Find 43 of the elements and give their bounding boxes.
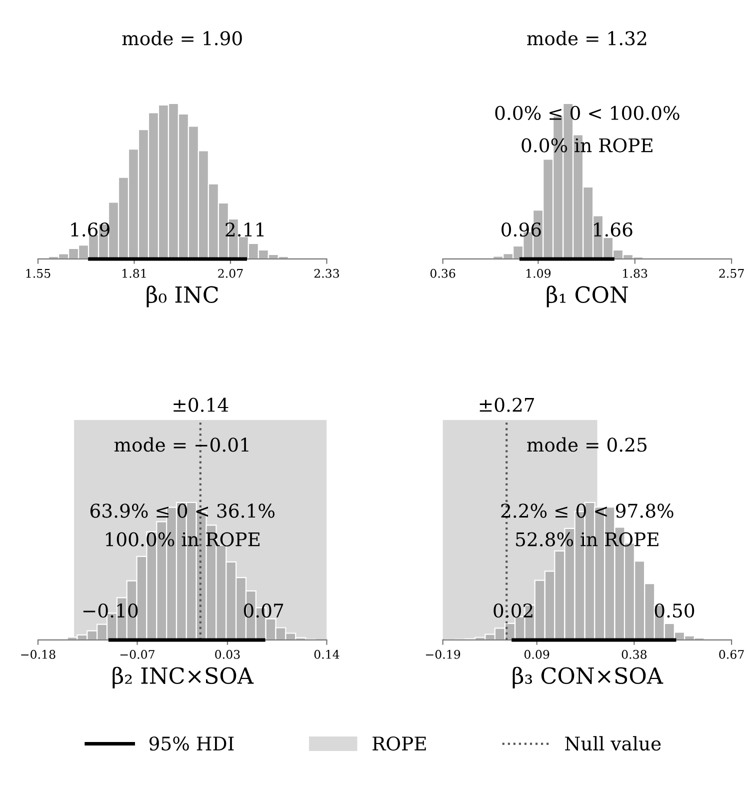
annotation: 100.0% in ROPE [106, 532, 260, 546]
annotation: 1.69 [71, 222, 110, 237]
annotation: 0.96 [502, 222, 541, 237]
x-tick-label: 0.38 [622, 650, 647, 659]
text: mode = 1.90 [122, 30, 242, 46]
annotation: 0.0% in ROPE [522, 138, 652, 152]
x-tick-label: 2.07 [218, 268, 243, 278]
x-axis-title: β₂ INC×SOA [112, 666, 254, 688]
legend-label: Null value [565, 736, 661, 751]
x-tick-label: 0.67 [719, 650, 744, 659]
annotation: 2.2% ≤ 0 < 97.8% [501, 504, 674, 518]
x-tick-label: 0.14 [314, 650, 340, 659]
x-axis-title: β₀ INC [146, 286, 218, 308]
x-tick-label: 1.09 [526, 268, 551, 278]
text: mode = −0.01 [114, 437, 248, 452]
x-tick-label: −0.19 [426, 650, 460, 659]
annotation: 0.0% ≤ 0 < 100.0% [495, 106, 680, 120]
text: mode = 0.25 [527, 437, 647, 452]
annotation: 1.66 [594, 222, 632, 237]
x-tick-label: −0.07 [120, 650, 154, 659]
text: ±0.14 [174, 398, 228, 412]
x-axis-title: β₃ CON×SOA [512, 666, 664, 688]
text: ±0.27 [480, 398, 534, 412]
legend-label: ROPE [372, 736, 426, 751]
x-tick-label: 1.55 [26, 268, 50, 278]
annotation: 63.9% ≤ 0 < 36.1% [90, 504, 274, 518]
x-tick-label: 0.03 [215, 650, 240, 659]
text: mode = 1.32 [527, 30, 646, 46]
annotation: 52.8% in ROPE [516, 532, 658, 546]
legend-label: 95% HDI [149, 736, 234, 751]
x-tick-label: 0.09 [524, 650, 550, 659]
annotation: 0.02 [494, 603, 532, 618]
x-tick-label: 1.83 [623, 268, 648, 278]
x-tick-label: 0.36 [430, 268, 456, 278]
x-tick-label: 1.81 [122, 268, 146, 278]
annotation: 0.07 [244, 603, 284, 618]
annotation: 0.50 [654, 603, 694, 618]
x-tick-label: 2.57 [719, 268, 744, 278]
annotation: −0.10 [83, 603, 138, 618]
x-axis-title: β₁ CON [546, 286, 628, 308]
x-tick-label: 2.33 [314, 268, 339, 278]
x-tick-label: −0.18 [21, 650, 56, 659]
annotation: 2.11 [226, 222, 264, 237]
